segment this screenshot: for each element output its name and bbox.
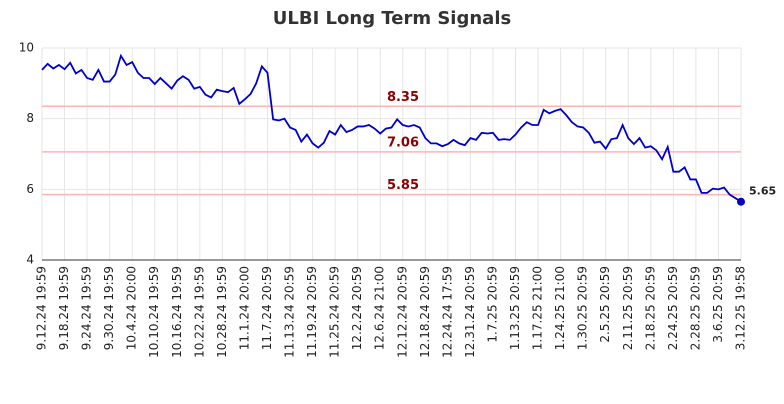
x-tick-label: 10.28.24 19:59: [215, 266, 229, 358]
reference-label: 8.35: [387, 90, 419, 105]
y-tick-label: 4: [26, 253, 34, 267]
x-tick-label: 3.12.25 19:58: [734, 266, 748, 350]
x-tick-label: 12.24.24 17:59: [440, 266, 454, 358]
reference-label: 5.85: [387, 178, 419, 193]
x-tick-label: 2.24.25 20:59: [666, 266, 680, 350]
x-tick-label: 10.16.24 19:59: [170, 266, 184, 358]
x-tick-label: 1.7.25 20:59: [485, 266, 499, 343]
x-tick-label: 11.13.24 20:59: [283, 266, 297, 358]
x-tick-label: 2.11.25 20:59: [621, 266, 635, 350]
x-tick-label: 1.30.25 20:59: [576, 266, 590, 350]
x-tick-label: 12.18.24 20:59: [418, 266, 432, 358]
x-tick-label: 11.25.24 20:59: [328, 266, 342, 358]
x-tick-label: 2.5.25 20:59: [598, 266, 612, 343]
x-tick-label: 11.1.24 20:00: [237, 266, 251, 350]
x-tick-label: 9.12.24 19:59: [35, 266, 49, 350]
x-tick-label: 9.18.24 19:59: [57, 266, 71, 350]
x-tick-label: 11.19.24 20:59: [305, 266, 319, 358]
x-tick-label: 9.30.24 19:59: [102, 266, 116, 350]
x-tick-label: 1.13.25 20:59: [508, 266, 522, 350]
end-label: 5.65: [749, 185, 776, 198]
x-tick-label: 12.12.24 20:59: [395, 266, 409, 358]
x-tick-label: 9.24.24 19:59: [80, 266, 94, 350]
x-tick-label: 11.7.24 20:59: [260, 266, 274, 350]
line: [41, 53, 742, 203]
x-tick-label: 12.31.24 20:59: [463, 266, 477, 358]
x-tick-label: 1.24.25 21:00: [553, 266, 567, 350]
x-tick-label: 12.6.24 21:00: [373, 266, 387, 350]
x-tick-label: 2.18.25 20:59: [643, 266, 657, 350]
y-tick-label: 8: [26, 111, 34, 125]
x-tick-label: 3.6.25 20:59: [711, 266, 725, 343]
x-tick-label: 10.22.24 19:59: [192, 266, 206, 358]
x-tick-label: 10.10.24 19:59: [147, 266, 161, 358]
x-tick-label: 1.17.25 21:00: [531, 266, 545, 350]
x-tick-label: 2.28.25 20:59: [688, 266, 702, 350]
chart-title: ULBI Long Term Signals: [273, 8, 511, 29]
reference-label: 7.06: [387, 135, 419, 150]
end-point: [737, 197, 745, 206]
x-tick-label: 12.2.24 20:59: [350, 266, 364, 350]
y-tick-label: 10: [19, 41, 34, 55]
x-tick-label: 10.4.24 20:00: [125, 266, 139, 350]
y-tick-label: 6: [26, 182, 34, 196]
